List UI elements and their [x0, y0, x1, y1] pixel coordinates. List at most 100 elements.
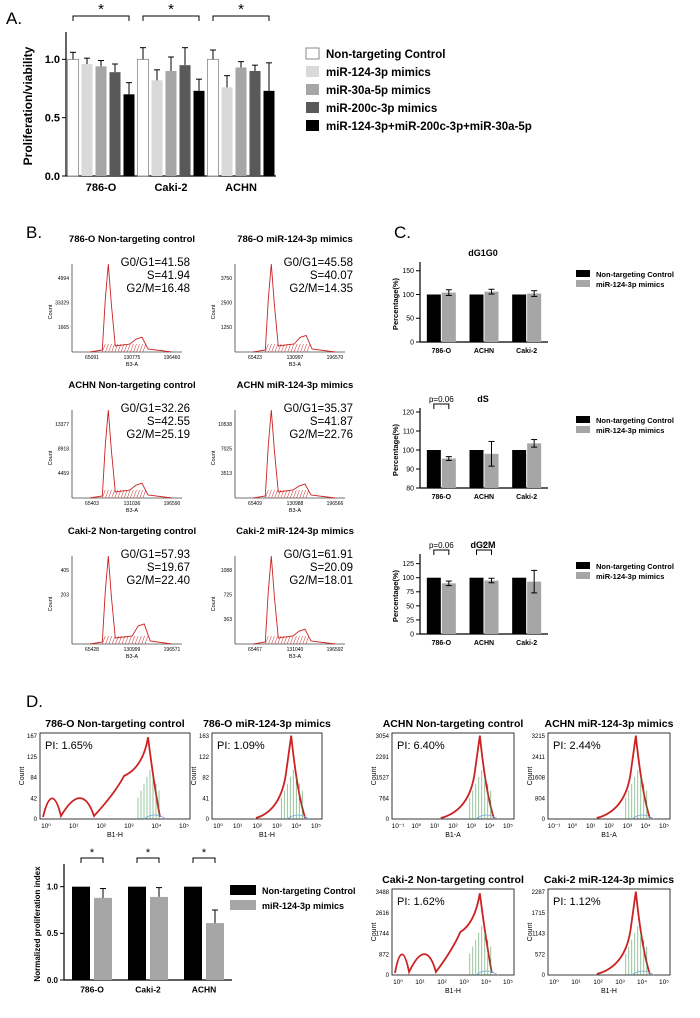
histogram-title: 786-O Non-targeting control: [69, 234, 195, 245]
x-tick-label: 10⁴: [481, 979, 491, 986]
y-tick-label: 872: [379, 952, 390, 958]
y-tick-label: 10538: [218, 422, 232, 428]
x-tick-label: 10¹: [415, 979, 425, 986]
x-category-label: Caki-2: [516, 348, 537, 355]
y-tick-label: 3215: [532, 734, 546, 740]
panel-label-c: C.: [394, 223, 411, 242]
y-tick-label: 125: [402, 561, 414, 568]
significance-bracket: [80, 857, 104, 863]
x-category-label: ACHN: [225, 182, 257, 194]
y-tick-label: 1665: [58, 325, 69, 331]
cell-cycle-stat-0: G0/G1=61.91: [284, 549, 353, 561]
hatch-line: [127, 489, 131, 499]
chart-title: dG1G0: [468, 248, 498, 258]
panel-b-cell-cycle-histograms: 786-O Non-targeting control 4994 33329 1665…: [48, 234, 354, 660]
hatch-line: [268, 489, 272, 499]
legend-label-4: miR-124-3p+miR-200c-3p+miR-30a-5p: [326, 121, 532, 133]
bar-ACHN-s2: [235, 67, 247, 176]
hatch-line: [299, 489, 303, 499]
y-tick-label: 1.0: [47, 882, 59, 891]
cell-cycle-stat-1: S=20.09: [310, 562, 353, 574]
fit-curve: [631, 814, 655, 820]
pi-value: PI: 1.09%: [217, 740, 265, 752]
hatch-line: [125, 635, 129, 645]
y-tick-label: 150: [402, 268, 414, 275]
bar-ACHN-s1: [484, 453, 499, 488]
y-tick-label: 0: [542, 817, 546, 823]
x-category-label: 786-O: [432, 348, 452, 355]
legend-label-0: Non-targeting Control: [596, 562, 674, 571]
bar-ACHN-s4: [263, 90, 275, 176]
y-tick-label: 0.5: [47, 929, 59, 938]
y-tick-label: 2291: [376, 755, 390, 761]
x-tick-label: 10³: [459, 979, 469, 986]
x-tick-label: 10⁵: [311, 823, 321, 830]
y-tick-label: 3488: [376, 890, 390, 896]
cell-cycle-stat-1: S=42.55: [147, 416, 190, 428]
y-tick-label: 3750: [221, 276, 232, 282]
bar-Caki-2-s1: [151, 80, 163, 176]
bar-Caki-2-s1: [150, 896, 168, 980]
hatch-line: [265, 343, 269, 353]
hatch-line: [108, 635, 113, 645]
bar-ACHN-s1: [484, 291, 499, 342]
hatch-line: [274, 489, 278, 499]
cell-cycle-histogram-4: Caki-2 Non-targeting control 405 203 65428 1…: [48, 526, 196, 660]
legend-label-0: Non-targeting Control: [596, 416, 674, 425]
y-tick-label: 1527: [376, 776, 390, 782]
bar-ACHN-s0: [207, 58, 219, 177]
hatch-line: [117, 489, 122, 499]
panel-label-b: B.: [26, 223, 42, 242]
bar-786-O-s2: [95, 66, 107, 176]
hatch-line: [105, 635, 109, 645]
x-tick-label: 10¹: [69, 823, 79, 830]
legend-label-0: Non-targeting Control: [262, 886, 356, 896]
x-tick-label: 10³: [124, 823, 134, 830]
hatch-line: [268, 343, 272, 353]
x-tick-label: 130988: [287, 501, 304, 507]
hatch-line: [136, 489, 140, 499]
x-tick-label: 65467: [248, 647, 262, 653]
y-axis-label: Count: [211, 450, 217, 465]
y-axis-label: Count: [371, 767, 378, 786]
bar-ACHN-s0: [469, 577, 484, 634]
x-tick-label: 65428: [85, 647, 99, 653]
fit-curve: [631, 970, 655, 976]
x-category-label: Caki-2: [516, 640, 537, 647]
hatch-line: [271, 343, 275, 353]
bar-Caki-2-s3: [179, 65, 191, 176]
hatch-line: [299, 635, 303, 645]
plot-frame: [211, 732, 323, 820]
y-tick-label: 725: [224, 592, 233, 598]
dna-histogram-line: [89, 555, 173, 645]
hatch-line: [105, 343, 109, 353]
y-tick-label: 3054: [376, 734, 390, 740]
x-tick-label: 65403: [85, 501, 99, 507]
x-tick-label: 10⁻¹: [392, 823, 406, 830]
y-tick-label: 163: [199, 734, 210, 740]
proliferation-histogram-0: 786-O Non-targeting control1671258442010…: [19, 718, 191, 839]
panel-d-proliferation-histograms: 786-O Non-targeting control1671258442010…: [19, 718, 674, 995]
y-axis-label: Percentage(%): [391, 277, 400, 330]
x-category-label: Caki-2: [516, 494, 537, 501]
x-tick-label: 10²: [593, 979, 603, 986]
y-tick-label: 125: [27, 755, 38, 761]
x-tick-label: 10⁰: [393, 979, 403, 986]
y-tick-label: 13377: [55, 422, 69, 428]
x-tick-label: 10¹: [586, 823, 596, 830]
legend-swatch-0: [576, 562, 590, 569]
x-tick-label: 196570: [327, 355, 344, 361]
y-tick-label: 1088: [221, 568, 232, 574]
significance-bracket: [433, 403, 450, 409]
x-category-label: ACHN: [474, 494, 494, 501]
bar-786-O-s1: [94, 897, 112, 980]
bar-ACHN-s1: [221, 87, 233, 176]
bar-Caki-2-s0: [137, 58, 149, 177]
hatch-line: [286, 489, 291, 499]
hatch-line: [303, 343, 307, 353]
bar-786-O-s0: [426, 577, 441, 634]
significance-bracket: [136, 857, 160, 863]
hatch-line: [128, 635, 132, 645]
bar-Caki-2-s1: [527, 443, 542, 488]
cell-cycle-histogram-2: ACHN Non-targeting control 13377 8918 4459 6…: [48, 380, 196, 514]
